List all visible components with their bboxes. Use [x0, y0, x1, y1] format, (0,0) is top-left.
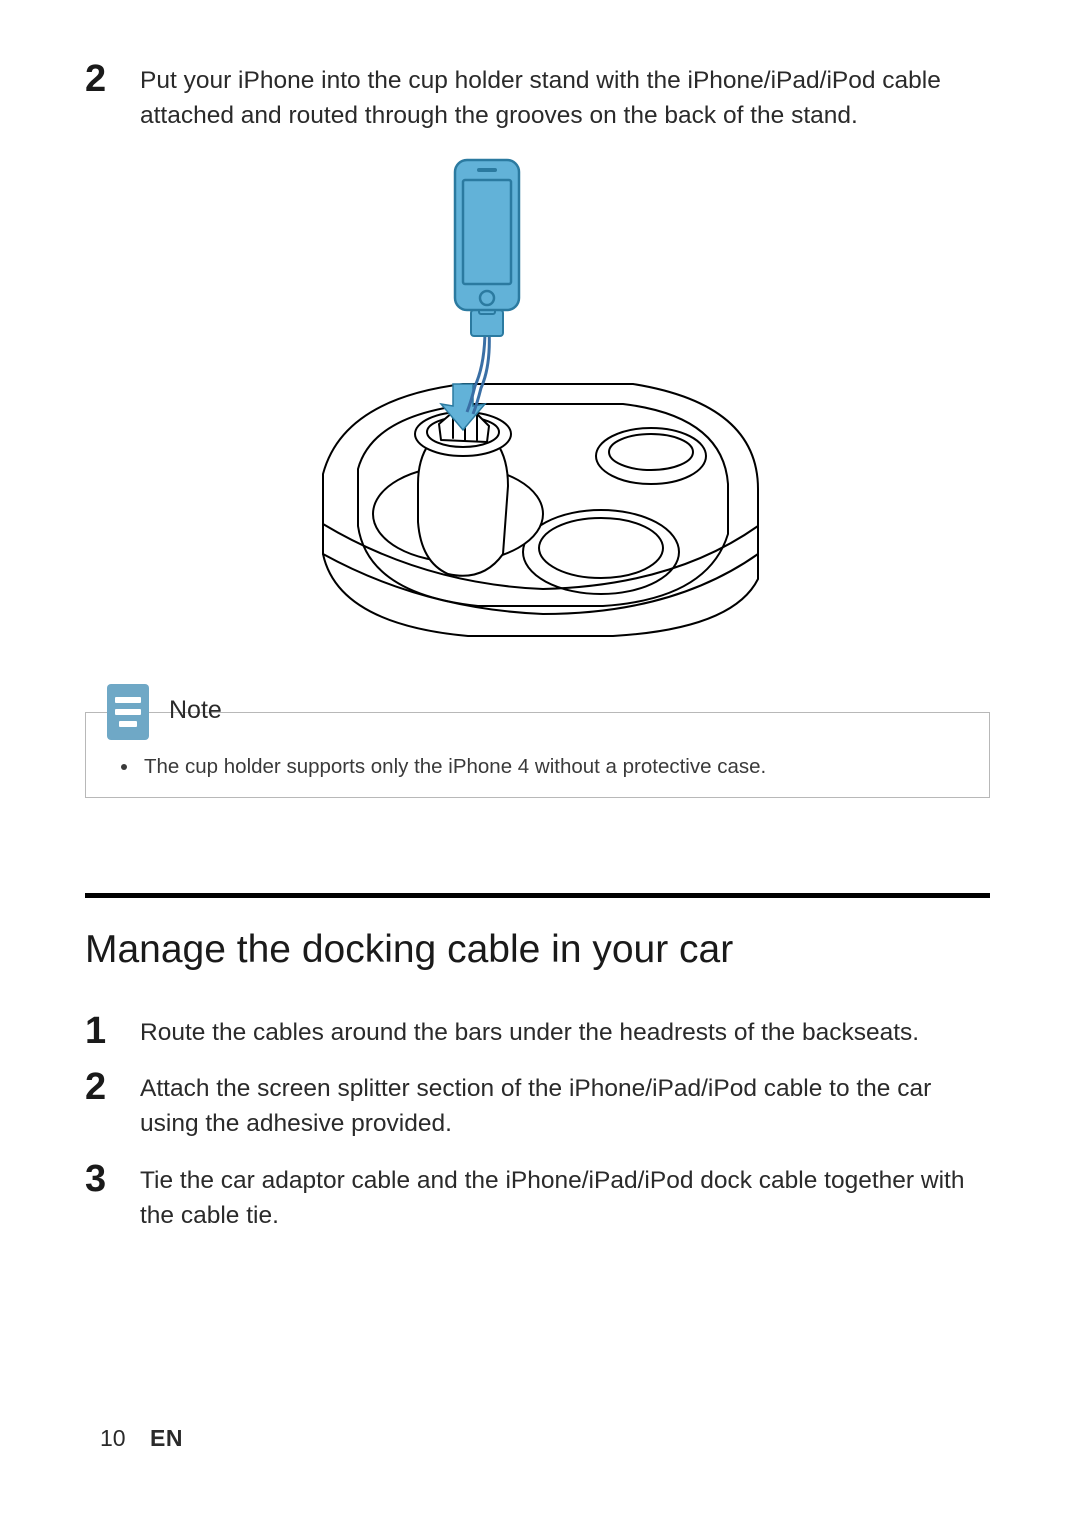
- section-step-number: 3: [85, 1160, 140, 1198]
- section-heading: Manage the docking cable in your car: [85, 928, 990, 972]
- note-header: Note: [85, 684, 990, 740]
- section-block: Manage the docking cable in your car 1 R…: [85, 893, 990, 1234]
- section-step-row: 1 Route the cables around the bars under…: [85, 1012, 990, 1051]
- section-step-text: Route the cables around the bars under t…: [140, 1012, 990, 1051]
- note-title: Note: [169, 696, 222, 727]
- section-step-text: Tie the car adaptor cable and the iPhone…: [140, 1160, 990, 1234]
- top-step-text: Put your iPhone into the cup holder stan…: [140, 60, 990, 134]
- section-step-text: Attach the screen splitter section of th…: [140, 1068, 990, 1142]
- top-step-row: 2 Put your iPhone into the cup holder st…: [85, 60, 990, 134]
- section-rule: [85, 893, 990, 898]
- section-step-row: 3 Tie the car adaptor cable and the iPho…: [85, 1160, 990, 1234]
- cupholder-illustration: [303, 154, 773, 644]
- language-code: EN: [150, 1425, 183, 1451]
- note-box: Note The cup holder supports only the iP…: [85, 684, 990, 798]
- note-icon: [107, 684, 149, 740]
- section-step-number: 1: [85, 1012, 140, 1050]
- illustration-container: [85, 154, 990, 644]
- note-bullet: The cup holder supports only the iPhone …: [140, 755, 969, 779]
- iphone-icon: [455, 160, 519, 310]
- manual-page: 2 Put your iPhone into the cup holder st…: [0, 0, 1080, 1527]
- section-step-number: 2: [85, 1068, 140, 1106]
- page-number: 10: [100, 1425, 126, 1451]
- top-step-number: 2: [85, 60, 140, 98]
- page-footer: 10 EN: [100, 1425, 183, 1452]
- section-step-row: 2 Attach the screen splitter section of …: [85, 1068, 990, 1142]
